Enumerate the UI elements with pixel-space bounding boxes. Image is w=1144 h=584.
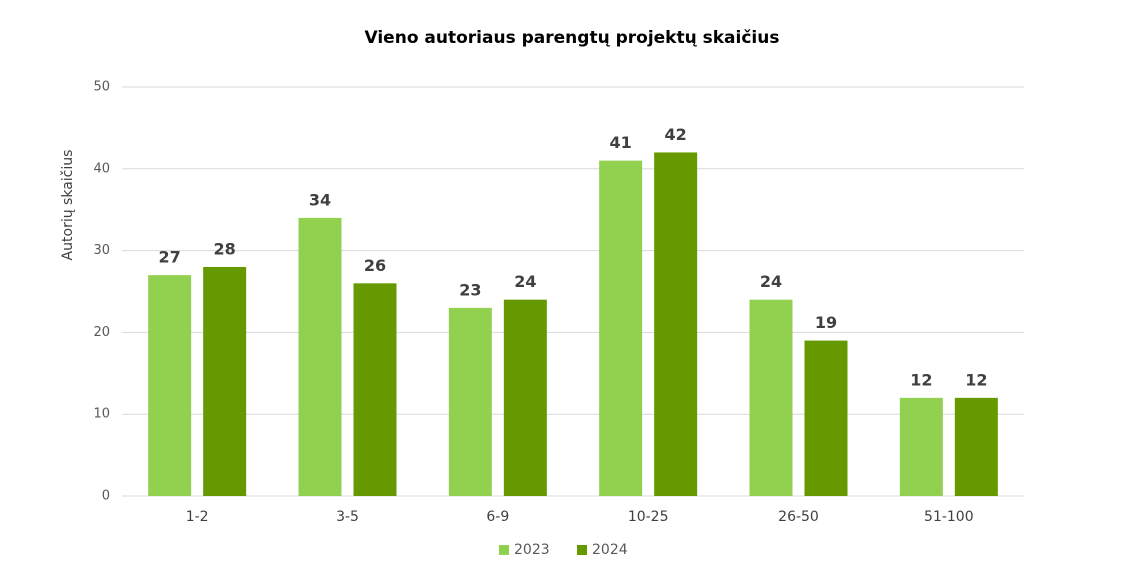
- x-tick-label: 3-5: [336, 509, 359, 525]
- bar: [148, 275, 192, 496]
- y-tick-label: 20: [93, 325, 110, 340]
- chart-title: Vieno autoriaus parengtų projektų skaiči…: [365, 28, 780, 48]
- value-label: 34: [309, 190, 331, 209]
- value-label: 19: [815, 313, 837, 332]
- y-tick-label: 30: [93, 243, 110, 258]
- y-tick-label: 50: [93, 80, 110, 95]
- bar: [203, 266, 247, 496]
- value-label: 23: [459, 280, 481, 299]
- value-label: 26: [364, 256, 386, 275]
- value-label: 12: [910, 370, 932, 389]
- legend-label: 2024: [592, 542, 628, 558]
- x-tick-label: 10-25: [628, 509, 669, 525]
- legend-label: 2023: [514, 542, 550, 558]
- value-label: 24: [514, 272, 536, 291]
- x-tick-label: 26-50: [778, 509, 819, 525]
- bar: [599, 160, 643, 496]
- bar: [298, 217, 342, 496]
- bar: [654, 152, 698, 496]
- bar: [353, 283, 397, 496]
- y-tick-label: 10: [93, 407, 110, 422]
- value-label: 42: [665, 125, 687, 144]
- bar: [899, 397, 943, 496]
- value-label: 27: [159, 248, 181, 267]
- bar: [448, 307, 492, 496]
- y-tick-label: 40: [93, 161, 110, 176]
- y-tick-label: 0: [102, 489, 110, 504]
- legend-swatch: [577, 545, 587, 555]
- x-tick-label: 1-2: [186, 509, 209, 525]
- bar: [954, 397, 998, 496]
- value-label: 24: [760, 272, 782, 291]
- bar: [503, 299, 547, 496]
- bar: [804, 340, 848, 496]
- value-label: 12: [965, 370, 987, 389]
- value-label: 41: [610, 133, 632, 152]
- value-label: 28: [214, 239, 236, 258]
- legend-swatch: [499, 545, 509, 555]
- x-tick-label: 6-9: [486, 509, 509, 525]
- x-tick-label: 51-100: [924, 509, 974, 525]
- bar: [749, 299, 793, 496]
- y-axis-label: Autorių skaičius: [60, 150, 76, 261]
